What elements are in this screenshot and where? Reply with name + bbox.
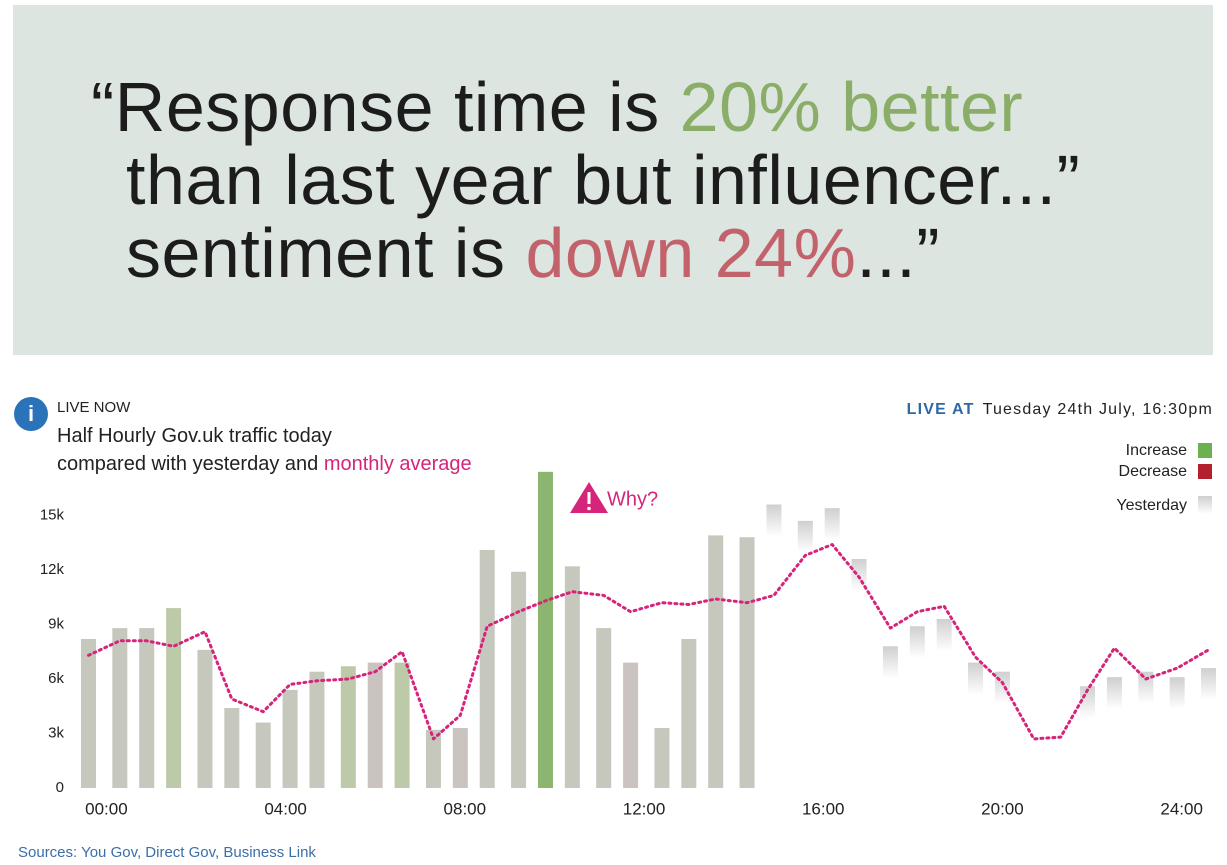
subtitle-series-name: monthly average (323, 453, 472, 475)
bar (139, 628, 155, 788)
yesterday-marker (968, 662, 984, 695)
info-icon-glyph: i (28, 401, 34, 426)
info-icon[interactable] (14, 397, 48, 431)
legend-label: Increase (1126, 442, 1187, 459)
yesterday-marker (1106, 677, 1122, 710)
warning-glyph (587, 492, 591, 504)
y-tick-label: 3k (48, 724, 64, 741)
quote-text: than last year but influencer...” (126, 141, 1081, 219)
x-tick-label: 08:00 (444, 799, 487, 818)
bar (537, 471, 553, 788)
annotation[interactable]: Why? (607, 488, 658, 510)
bar (511, 571, 527, 788)
yesterday-marker (936, 619, 952, 652)
bar (623, 662, 639, 788)
yesterday-marker (766, 504, 782, 537)
chart-title: Half Hourly Gov.uk traffic today (57, 425, 332, 447)
quote-panel: “Response time is 20% better than last ye… (13, 5, 1213, 355)
bar (224, 708, 240, 788)
x-tick-label: 16:00 (802, 799, 845, 818)
yesterday-marker (1138, 671, 1154, 704)
bar (340, 666, 356, 788)
quote-text: 20% better (679, 68, 1024, 146)
live-now: LIVE NOW (57, 399, 131, 416)
x-tick-label: 24:00 (1160, 799, 1203, 818)
quote-line: than last year but influencer...” (126, 144, 1080, 217)
bar (479, 549, 495, 788)
y-tick-label: 9k (48, 615, 64, 632)
live-at: LIVE AT Tuesday 24th July, 16:30pm (907, 401, 1213, 418)
live-at-label: LIVE AT (907, 401, 975, 418)
sources[interactable]: Sources: You Gov, Direct Gov, Business L… (18, 844, 316, 861)
x-tick-label: 20:00 (981, 799, 1024, 818)
yesterday-marker (1201, 668, 1217, 701)
quote-text: “Response time is (91, 68, 680, 146)
yesterday-marker (824, 508, 840, 541)
x-tick-label: 00:00 (85, 799, 128, 818)
yesterday-marker (909, 626, 925, 659)
quote-line: “Response time is 20% better (91, 71, 1080, 144)
legend-label: Yesterday (1116, 497, 1187, 514)
y-tick-label: 12k (40, 561, 65, 578)
bar (112, 628, 128, 788)
warning-glyph (587, 506, 591, 511)
legend-swatch (1198, 464, 1212, 479)
bar (255, 722, 271, 788)
y-tick-label: 15k (40, 506, 65, 523)
quote-text: down 24% (525, 214, 857, 292)
subtitle-text: compared with yesterday and (57, 453, 324, 475)
quote: “Response time is 20% better than last ye… (91, 71, 1080, 290)
bar (166, 608, 182, 788)
x-tick-label: 12:00 (623, 799, 666, 818)
bar (425, 729, 441, 788)
quote-line: sentiment is down 24%...” (126, 217, 1080, 290)
yesterday-marker (1169, 677, 1185, 710)
legend-swatch (1198, 443, 1212, 458)
yesterday-marker (882, 646, 898, 679)
x-tick-label: 04:00 (264, 799, 307, 818)
legend-swatch (1198, 496, 1212, 514)
y-tick-label: 6k (48, 670, 64, 687)
bar (197, 649, 213, 788)
live-at-time: Tuesday 24th July, 16:30pm (983, 401, 1213, 418)
bar (309, 671, 325, 788)
chart-subtitle: compared with yesterday and monthly aver… (57, 453, 472, 476)
bar (367, 662, 383, 788)
plot-area: 0 3k 6k 9k 12k 15k 00:00 04:00 08:00 12:00 16:00 20… (40, 471, 1217, 818)
bar (394, 662, 410, 788)
yesterday-marker (797, 520, 813, 553)
bar (80, 638, 96, 788)
bar (654, 728, 670, 788)
bar (708, 535, 724, 788)
y-tick-label: 0 (56, 779, 64, 796)
bar (282, 689, 298, 788)
quote-text: sentiment is (126, 214, 526, 292)
bar (452, 728, 468, 788)
bar (681, 638, 697, 788)
yesterday-marker (994, 671, 1010, 704)
bar (739, 537, 755, 788)
quote-text: ...” (856, 214, 940, 292)
legend-label: Decrease (1119, 463, 1188, 480)
bar (596, 628, 612, 788)
bar (564, 566, 580, 788)
average-line (87, 543, 1210, 741)
